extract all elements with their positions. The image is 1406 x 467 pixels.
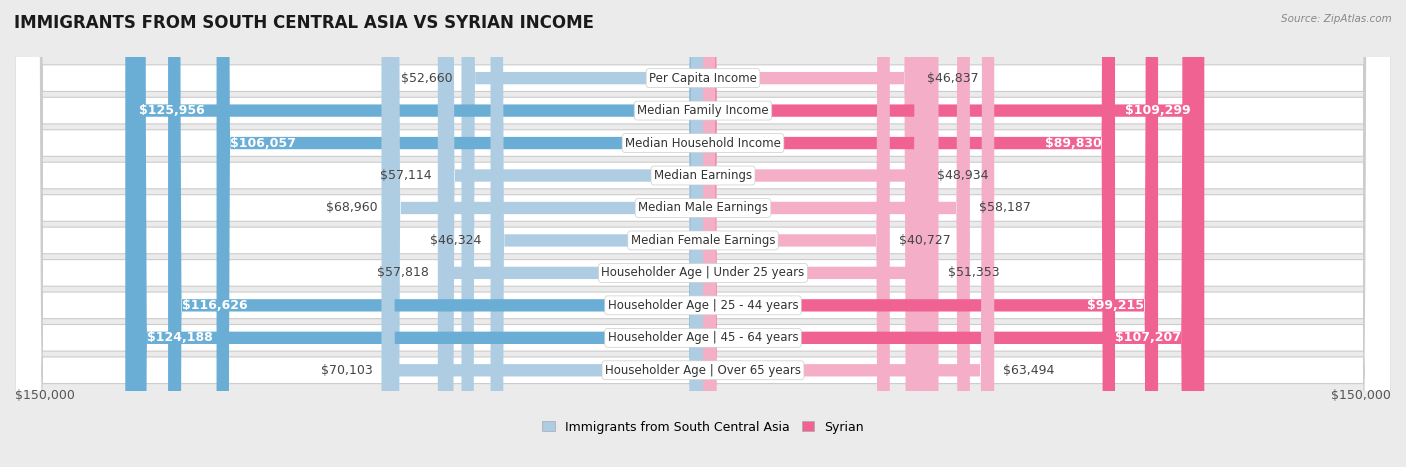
Text: Householder Age | 45 - 64 years: Householder Age | 45 - 64 years bbox=[607, 331, 799, 344]
FancyBboxPatch shape bbox=[15, 0, 1391, 467]
Text: Median Family Income: Median Family Income bbox=[637, 104, 769, 117]
Text: Median Female Earnings: Median Female Earnings bbox=[631, 234, 775, 247]
Text: $58,187: $58,187 bbox=[979, 201, 1031, 214]
Legend: Immigrants from South Central Asia, Syrian: Immigrants from South Central Asia, Syri… bbox=[537, 416, 869, 439]
FancyBboxPatch shape bbox=[703, 0, 1115, 467]
Text: $70,103: $70,103 bbox=[321, 364, 373, 377]
Text: $48,934: $48,934 bbox=[936, 169, 988, 182]
Text: $51,353: $51,353 bbox=[948, 266, 1000, 279]
FancyBboxPatch shape bbox=[703, 0, 1159, 467]
Text: $150,000: $150,000 bbox=[15, 389, 75, 402]
FancyBboxPatch shape bbox=[15, 0, 1391, 467]
FancyBboxPatch shape bbox=[437, 0, 703, 467]
Text: $125,956: $125,956 bbox=[139, 104, 205, 117]
Text: Source: ZipAtlas.com: Source: ZipAtlas.com bbox=[1281, 14, 1392, 24]
FancyBboxPatch shape bbox=[703, 0, 890, 467]
FancyBboxPatch shape bbox=[491, 0, 703, 467]
Text: $68,960: $68,960 bbox=[326, 201, 378, 214]
FancyBboxPatch shape bbox=[703, 0, 939, 467]
FancyBboxPatch shape bbox=[381, 0, 703, 467]
FancyBboxPatch shape bbox=[217, 0, 703, 467]
Text: $40,727: $40,727 bbox=[898, 234, 950, 247]
FancyBboxPatch shape bbox=[15, 0, 1391, 467]
Text: $57,114: $57,114 bbox=[380, 169, 432, 182]
Text: $116,626: $116,626 bbox=[181, 299, 247, 312]
Text: $63,494: $63,494 bbox=[1004, 364, 1054, 377]
FancyBboxPatch shape bbox=[703, 0, 928, 467]
Text: Householder Age | Under 25 years: Householder Age | Under 25 years bbox=[602, 266, 804, 279]
Text: $46,837: $46,837 bbox=[927, 71, 979, 85]
Text: Per Capita Income: Per Capita Income bbox=[650, 71, 756, 85]
Text: $89,830: $89,830 bbox=[1045, 136, 1101, 149]
FancyBboxPatch shape bbox=[15, 0, 1391, 467]
FancyBboxPatch shape bbox=[703, 0, 1195, 467]
Text: Householder Age | 25 - 44 years: Householder Age | 25 - 44 years bbox=[607, 299, 799, 312]
Text: $99,215: $99,215 bbox=[1087, 299, 1144, 312]
FancyBboxPatch shape bbox=[703, 0, 970, 467]
Text: Median Household Income: Median Household Income bbox=[626, 136, 780, 149]
FancyBboxPatch shape bbox=[15, 0, 1391, 467]
FancyBboxPatch shape bbox=[15, 0, 1391, 467]
FancyBboxPatch shape bbox=[703, 0, 918, 467]
Text: $57,818: $57,818 bbox=[377, 266, 429, 279]
Text: $124,188: $124,188 bbox=[148, 331, 212, 344]
FancyBboxPatch shape bbox=[125, 0, 703, 467]
Text: $106,057: $106,057 bbox=[231, 136, 297, 149]
Text: Householder Age | Over 65 years: Householder Age | Over 65 years bbox=[605, 364, 801, 377]
FancyBboxPatch shape bbox=[15, 0, 1391, 467]
FancyBboxPatch shape bbox=[134, 0, 703, 467]
Text: Median Male Earnings: Median Male Earnings bbox=[638, 201, 768, 214]
FancyBboxPatch shape bbox=[703, 0, 1205, 467]
Text: $52,660: $52,660 bbox=[401, 71, 453, 85]
FancyBboxPatch shape bbox=[441, 0, 703, 467]
Text: $150,000: $150,000 bbox=[1331, 389, 1391, 402]
FancyBboxPatch shape bbox=[387, 0, 703, 467]
FancyBboxPatch shape bbox=[15, 0, 1391, 467]
Text: $109,299: $109,299 bbox=[1125, 104, 1191, 117]
Text: IMMIGRANTS FROM SOUTH CENTRAL ASIA VS SYRIAN INCOME: IMMIGRANTS FROM SOUTH CENTRAL ASIA VS SY… bbox=[14, 14, 595, 32]
FancyBboxPatch shape bbox=[15, 0, 1391, 467]
FancyBboxPatch shape bbox=[461, 0, 703, 467]
Text: Median Earnings: Median Earnings bbox=[654, 169, 752, 182]
Text: $46,324: $46,324 bbox=[430, 234, 481, 247]
FancyBboxPatch shape bbox=[703, 0, 994, 467]
FancyBboxPatch shape bbox=[169, 0, 703, 467]
FancyBboxPatch shape bbox=[15, 0, 1391, 467]
Text: $107,207: $107,207 bbox=[1115, 331, 1181, 344]
